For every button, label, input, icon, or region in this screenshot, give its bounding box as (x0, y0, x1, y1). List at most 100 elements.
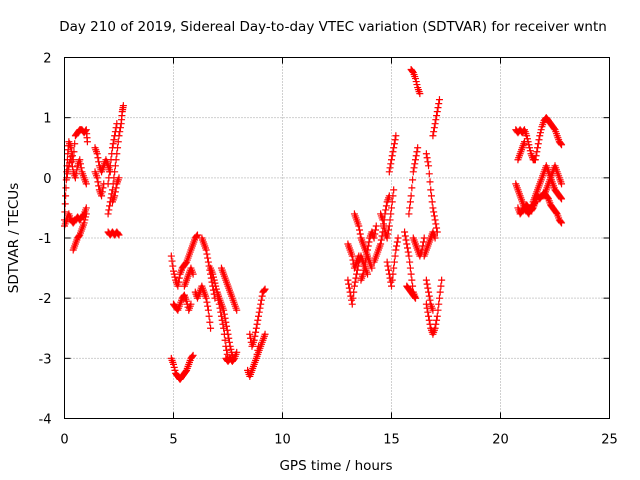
data-point (230, 355, 238, 363)
data-point (204, 258, 212, 266)
data-point (409, 168, 417, 176)
data-point (391, 136, 399, 144)
data-point (411, 293, 419, 301)
data-point (387, 160, 395, 168)
data-point (80, 219, 88, 227)
data-point (82, 213, 90, 221)
data-point (435, 96, 443, 104)
data-point (403, 244, 411, 252)
data-point (531, 156, 539, 164)
data-point (425, 312, 433, 320)
data-point (430, 124, 438, 132)
data-point (406, 198, 414, 206)
data-point (65, 162, 73, 170)
data-point (108, 144, 116, 152)
x-tick-label: 15 (383, 433, 400, 448)
data-point (416, 90, 424, 98)
data-point (257, 300, 265, 308)
grid-lines (64, 57, 610, 419)
data-point (364, 246, 372, 254)
data-point (345, 280, 353, 288)
data-point (437, 282, 445, 290)
data-point (537, 126, 545, 134)
data-point (394, 234, 402, 242)
data-point (425, 162, 433, 170)
data-point (413, 148, 421, 156)
data-point (406, 264, 414, 272)
data-point (171, 273, 179, 281)
data-point (175, 274, 183, 282)
data-point (82, 204, 90, 212)
data-point (107, 156, 115, 164)
data-point (371, 230, 379, 238)
data-point (112, 124, 120, 132)
data-point (429, 306, 437, 314)
data-point (429, 132, 437, 140)
data-point (426, 178, 434, 186)
data-point (523, 132, 531, 140)
data-point (70, 148, 78, 156)
data-point (205, 312, 213, 320)
data-point (63, 170, 71, 178)
data-point (61, 200, 69, 208)
data-point (350, 288, 358, 296)
data-point (104, 210, 112, 218)
data-point (203, 298, 211, 306)
data-point (224, 330, 232, 338)
data-point (222, 318, 230, 326)
data-point (425, 316, 433, 324)
data-point (68, 158, 76, 166)
data-point (71, 140, 79, 148)
data-point (114, 138, 122, 146)
data-point (174, 282, 182, 290)
data-point (252, 324, 260, 332)
data-point (203, 250, 211, 258)
data-point (425, 170, 433, 178)
data-point (432, 320, 440, 328)
data-point (436, 288, 444, 296)
data-point (534, 144, 542, 152)
data-point (520, 138, 528, 146)
data-point (405, 252, 413, 260)
data-point (111, 128, 119, 136)
data-point (401, 228, 409, 236)
data-point (433, 228, 441, 236)
y-axis-label: SDTVAR / TECUs (6, 183, 22, 293)
data-point (558, 219, 566, 227)
data-point (402, 236, 410, 244)
data-point (251, 332, 259, 340)
data-point (104, 180, 112, 188)
data-point (385, 168, 393, 176)
data-point (401, 232, 409, 240)
data-point (115, 231, 123, 239)
data-point (225, 334, 233, 342)
data-point (355, 252, 363, 260)
data-point (433, 112, 441, 120)
data-point (351, 278, 359, 286)
data-point (360, 266, 368, 274)
data-point (202, 294, 210, 302)
data-point (82, 127, 90, 135)
data-point (387, 210, 395, 218)
data-point (68, 163, 76, 171)
data-point (372, 226, 380, 234)
data-point (377, 240, 385, 248)
data-point (379, 216, 387, 224)
data-point (110, 136, 118, 144)
data-point (389, 148, 397, 156)
data-point (93, 174, 101, 182)
data-point (361, 258, 369, 266)
data-point (182, 367, 190, 375)
data-point (388, 282, 395, 290)
data-point (108, 150, 116, 158)
data-point (212, 282, 220, 290)
data-point (430, 208, 438, 216)
data-point (420, 234, 428, 242)
data-point (384, 230, 392, 238)
data-point (353, 270, 361, 278)
data-point (388, 152, 396, 160)
data-point (106, 168, 114, 176)
y-tick-label: -1 (39, 232, 52, 247)
data-point (368, 264, 376, 272)
data-point (193, 231, 201, 239)
